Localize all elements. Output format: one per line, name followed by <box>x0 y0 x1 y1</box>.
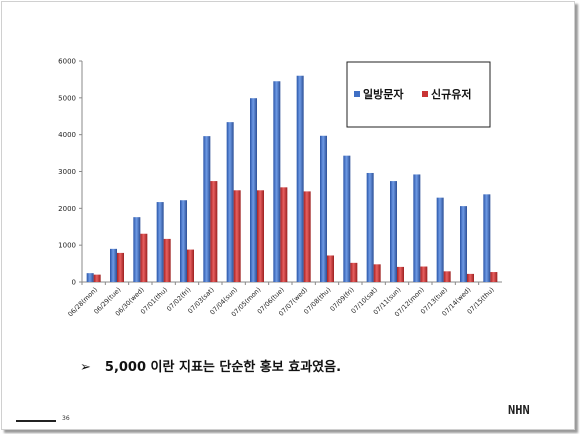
legend-label: 신규유저 <box>431 87 471 101</box>
x-tick-label: 06/28(mon) <box>66 286 99 319</box>
chart-axes <box>79 60 502 285</box>
bar-new-users <box>163 238 171 282</box>
bar-visitors <box>390 181 397 282</box>
y-tick-label: 5000 <box>58 94 76 102</box>
bar-visitors <box>273 81 281 282</box>
bar-new-users <box>280 187 288 282</box>
bar-new-users <box>93 274 101 282</box>
bar-visitors <box>110 248 117 282</box>
bar-new-users <box>397 266 404 282</box>
legend-label: 일방문자 <box>363 87 404 101</box>
bar-new-users <box>420 266 428 282</box>
legend-swatch <box>354 91 360 97</box>
bar-new-users <box>303 191 311 282</box>
y-tick-label: 4000 <box>58 131 76 139</box>
bar-visitors <box>180 200 187 282</box>
bar-visitors <box>320 135 327 282</box>
bar-new-users <box>140 233 148 282</box>
bar-visitors <box>86 273 94 282</box>
page-number: 36 <box>62 415 70 422</box>
y-tick-label: 3000 <box>58 168 76 176</box>
y-tick-label: 2000 <box>58 205 76 213</box>
legend-swatch <box>422 91 428 97</box>
footer-divider <box>16 420 56 422</box>
bar-visitors <box>366 172 374 282</box>
bar-visitors <box>226 122 234 282</box>
bar-visitors <box>133 217 141 282</box>
bar-new-users <box>373 264 381 282</box>
bar-new-users <box>233 190 241 282</box>
bar-visitors <box>483 194 491 282</box>
bar-visitors <box>436 197 444 282</box>
slide: 0 1000 2000 3000 4000 5000 6000 06/28(mon) 06/2… <box>1 1 575 430</box>
bullet-point: ➢ 5,000 이란 지표는 단순한 홍보 효과였음. <box>80 356 341 375</box>
bar-visitors <box>156 202 164 282</box>
bar-new-users <box>210 181 218 282</box>
bar-new-users <box>327 255 334 282</box>
bar-new-users <box>490 272 498 282</box>
y-tick-labels: 0 1000 2000 3000 4000 5000 6000 <box>58 58 76 287</box>
bar-new-users <box>187 249 194 282</box>
nhn-logo: NHN <box>508 403 530 417</box>
bar-visitors <box>343 155 351 282</box>
bullet-text: 5,000 이란 지표는 단순한 홍보 효과였음. <box>104 360 342 375</box>
y-tick-label: 1000 <box>58 242 76 250</box>
chart-legend: 일방문자 신규유저 <box>346 61 491 128</box>
bar-new-users <box>257 190 264 282</box>
bar-new-users <box>117 252 124 282</box>
bar-new-users <box>350 262 358 282</box>
bar-visitors <box>250 98 257 283</box>
bar-visitors <box>460 206 467 282</box>
bar-chart: 0 1000 2000 3000 4000 5000 6000 06/28(mon)06/2… <box>58 58 502 319</box>
bar-new-users <box>467 273 474 282</box>
chart-bars <box>86 75 498 283</box>
x-tick-labels: 06/28(mon)06/29(tue)06/30(wed)07/01(thu)… <box>66 286 495 319</box>
legend-box <box>346 61 491 128</box>
bar-visitors <box>413 174 421 282</box>
arrow-bullet-icon: ➢ <box>80 360 91 375</box>
y-tick-label: 0 <box>72 279 76 287</box>
y-tick-label: 6000 <box>58 58 76 66</box>
bar-visitors <box>203 136 211 282</box>
bar-visitors <box>296 75 304 282</box>
bar-new-users <box>443 271 451 282</box>
